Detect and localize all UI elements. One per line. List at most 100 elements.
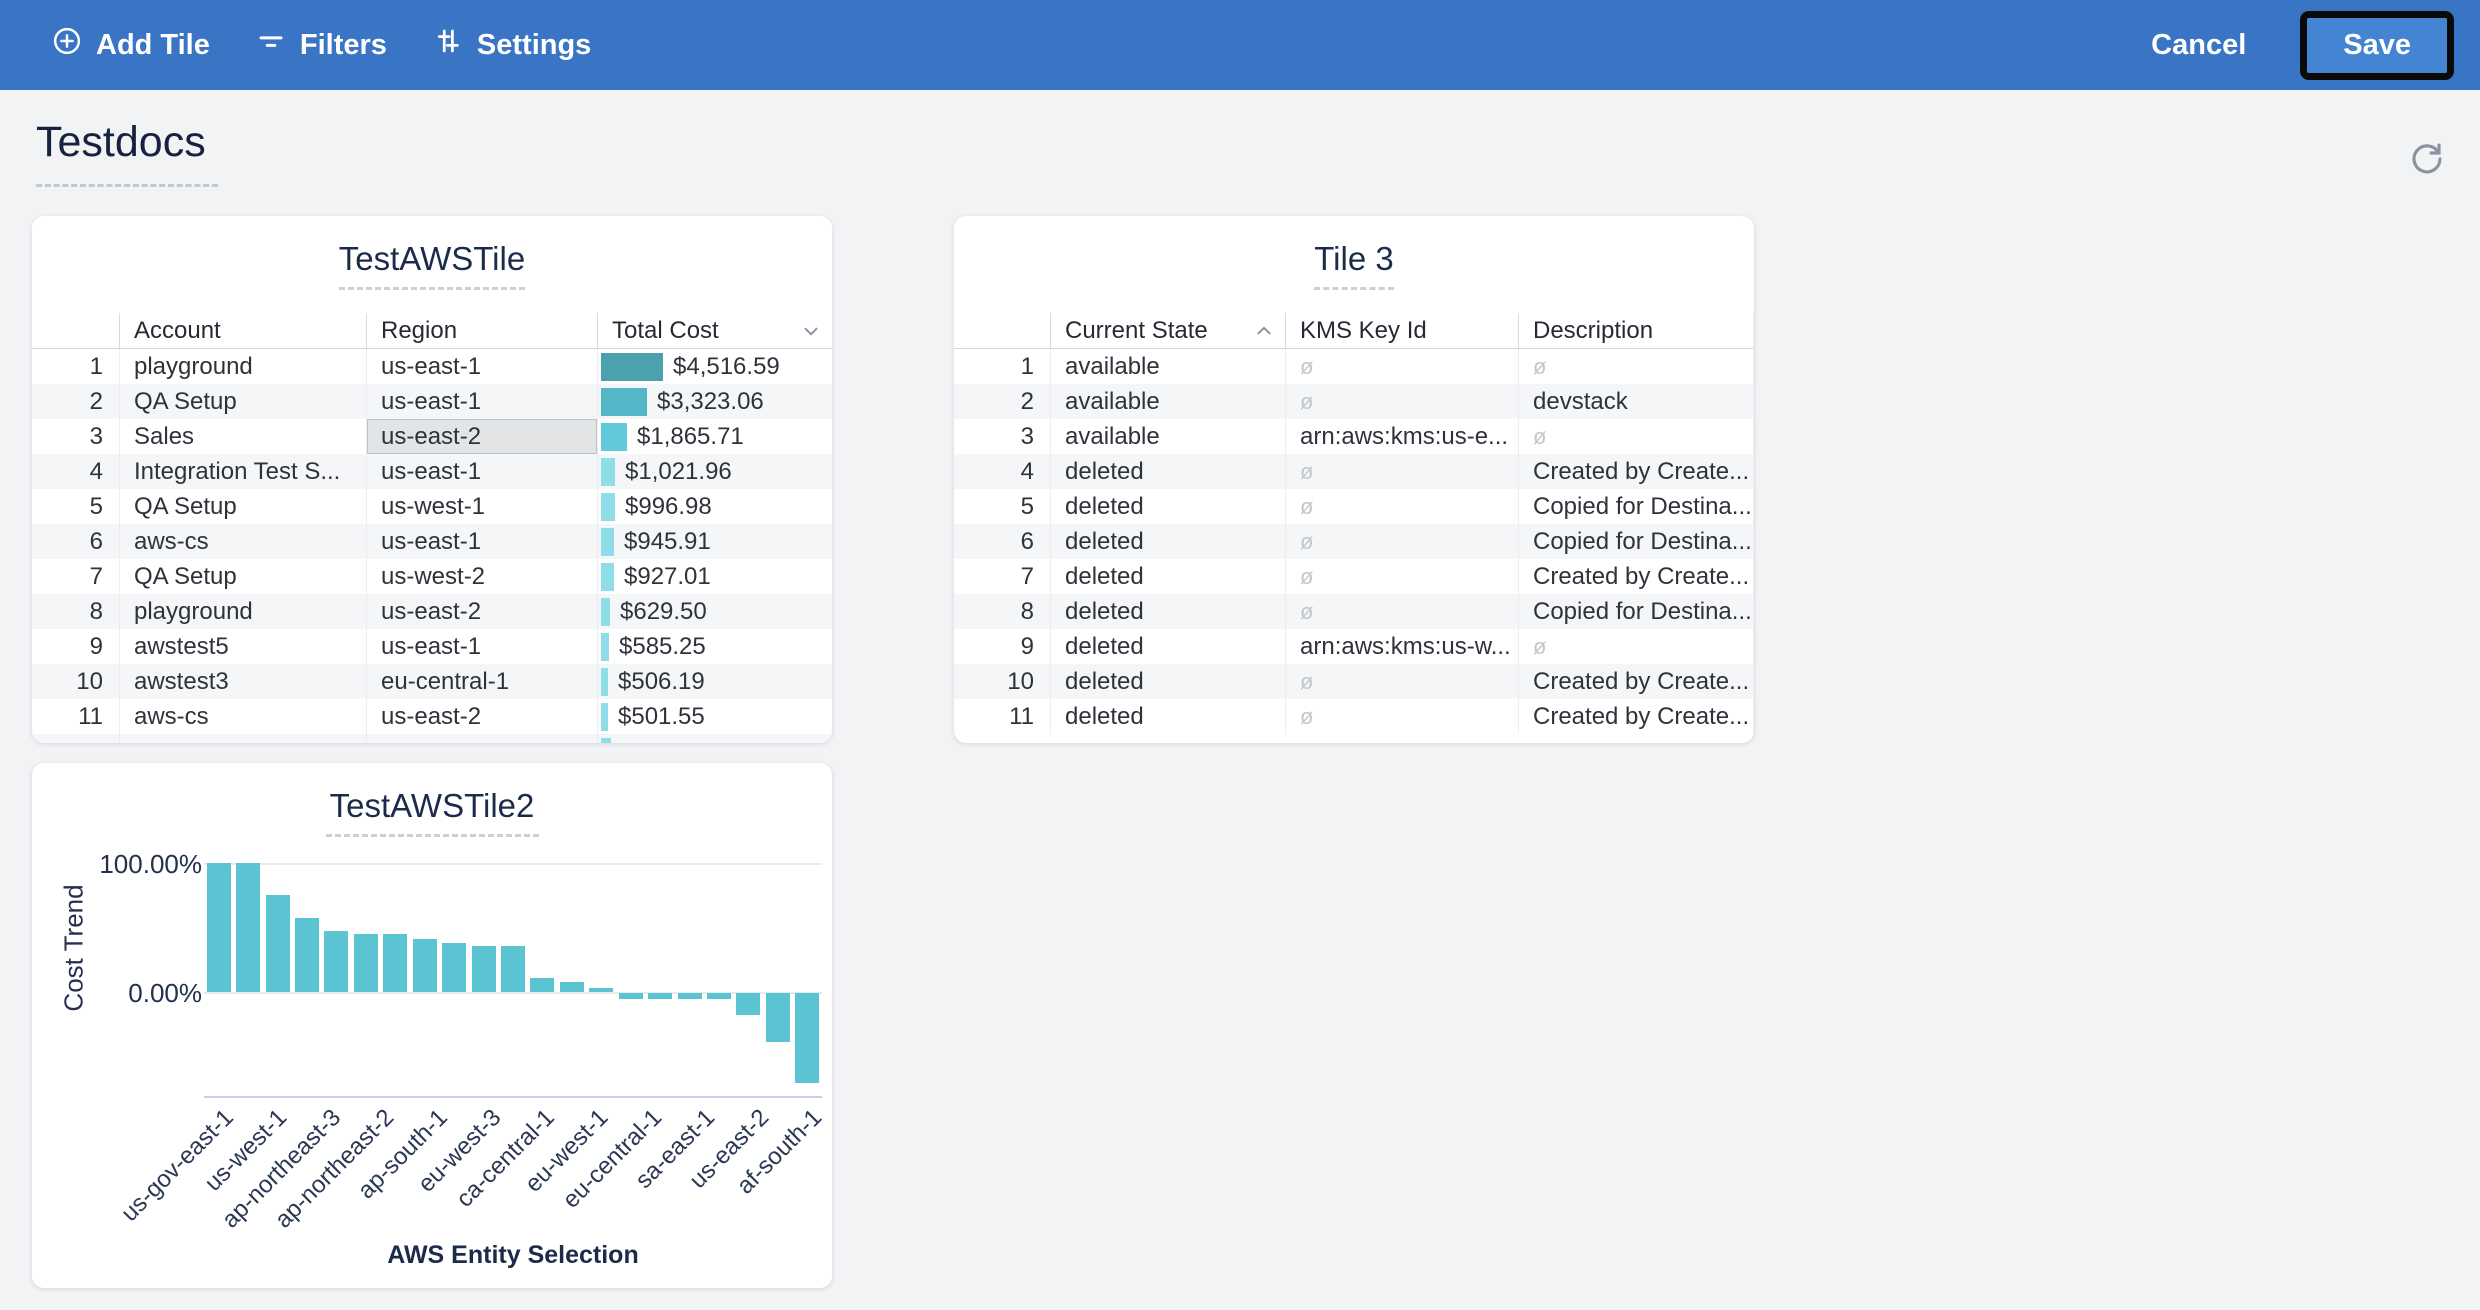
table-cell-account[interactable]: playground (119, 594, 366, 629)
chart-bar[interactable] (501, 945, 525, 992)
add-tile-button[interactable]: Add Tile (52, 26, 210, 64)
chart-bar[interactable] (736, 993, 761, 1015)
chart-bar[interactable] (383, 933, 408, 992)
table-cell-description[interactable]: Copied for Destina... (1518, 524, 1754, 559)
table-cell-account[interactable]: QA Setup (119, 559, 366, 594)
chevron-up-icon[interactable] (1253, 320, 1275, 349)
table-cell-region[interactable]: us-west-1 (366, 489, 597, 524)
chart-bar[interactable] (353, 933, 378, 992)
table-cell-region[interactable]: us-east-1 (366, 384, 597, 419)
table-cell-region[interactable]: us-east-1 (366, 524, 597, 559)
table-cell-region[interactable]: us-east-1 (366, 454, 597, 489)
table-cell-total_cost[interactable]: $506.19 (597, 664, 832, 699)
table-cell-kms_key_id[interactable]: ø (1285, 489, 1518, 524)
chart-bar[interactable] (530, 977, 555, 992)
table-cell-region[interactable]: us-east-2 (366, 419, 597, 454)
refresh-button[interactable] (2408, 140, 2446, 178)
table-cell-kms_key_id[interactable]: ø (1285, 699, 1518, 734)
table-cell-total_cost[interactable]: $927.01 (597, 559, 832, 594)
chart-bar[interactable] (412, 939, 437, 992)
table-cell-description[interactable]: Copied for Destina... (1518, 594, 1754, 629)
save-button[interactable]: Save (2307, 17, 2447, 73)
chart-bar[interactable] (618, 993, 643, 1000)
table-cell-total_cost[interactable]: $996.98 (597, 489, 832, 524)
table-cell-total_cost[interactable]: $1,021.96 (597, 454, 832, 489)
table-cell-current_state[interactable]: deleted (1050, 454, 1285, 489)
settings-button[interactable]: Settings (433, 26, 591, 64)
chart-bar[interactable] (295, 918, 319, 992)
table-cell-region[interactable]: eu-central-1 (366, 664, 597, 699)
table-cell-account[interactable]: Integration Test S... (119, 454, 366, 489)
table-cell-region[interactable]: us-west-2 (366, 559, 597, 594)
table-cell-description[interactable]: Created by Create... (1518, 454, 1754, 489)
table-cell-region[interactable]: us-east-2 (366, 594, 597, 629)
chart-bar[interactable] (677, 993, 702, 1000)
chart-bar[interactable] (559, 981, 584, 992)
table-cell-kms_key_id[interactable]: ø (1285, 594, 1518, 629)
column-header-kms_key_id[interactable]: KMS Key Id (1285, 313, 1518, 348)
tile-title[interactable]: TestAWSTile (338, 240, 526, 277)
page-title[interactable]: Testdocs (36, 118, 206, 166)
table-cell-description[interactable]: Created by Create... (1518, 664, 1754, 699)
table-cell-kms_key_id[interactable]: ø (1285, 384, 1518, 419)
table-cell-account[interactable]: awstest5 (119, 629, 366, 664)
table-cell-current_state[interactable]: deleted (1050, 559, 1285, 594)
cancel-button[interactable]: Cancel (2145, 28, 2252, 63)
table-cell-account[interactable]: aws-cs (119, 699, 366, 734)
table-cell-current_state[interactable]: deleted (1050, 524, 1285, 559)
table-cell-account[interactable]: aws-cs (119, 524, 366, 559)
chart-bar[interactable] (236, 863, 261, 992)
table-cell-total_cost[interactable]: $945.91 (597, 524, 832, 559)
column-header-account[interactable]: Account (119, 313, 366, 348)
table-cell-region[interactable]: us-east-1 (366, 629, 597, 664)
table-cell-kms_key_id[interactable]: arn:aws:kms:us-w... (1285, 629, 1518, 664)
chart-bar[interactable] (442, 942, 467, 992)
chart-bar[interactable] (206, 863, 231, 992)
chart-bar[interactable] (707, 993, 731, 1000)
table-cell-total_cost[interactable]: $501.55 (597, 699, 832, 734)
table-cell-kms_key_id[interactable]: ø (1285, 559, 1518, 594)
table-cell-account[interactable]: awstest3 (119, 664, 366, 699)
table-cell-current_state[interactable]: deleted (1050, 489, 1285, 524)
table-cell-description[interactable]: Created by Create... (1518, 559, 1754, 594)
table-cell-total_cost[interactable]: $585.25 (597, 629, 832, 664)
table-cell-total_cost[interactable]: $4,516.59 (597, 349, 832, 384)
table-cell-kms_key_id[interactable]: ø (1285, 349, 1518, 384)
table-cell-account[interactable]: playground (119, 349, 366, 384)
column-header-description[interactable]: Description (1518, 313, 1754, 348)
table-cell-description[interactable]: Copied for Destina... (1518, 489, 1754, 524)
chart-bar[interactable] (648, 993, 673, 1000)
chart-title[interactable]: TestAWSTile2 (329, 787, 535, 824)
chart-bar[interactable] (324, 931, 349, 992)
chart-bar[interactable] (589, 988, 614, 992)
table-cell-kms_key_id[interactable]: ø (1285, 454, 1518, 489)
table-cell-total_cost[interactable]: $1,865.71 (597, 419, 832, 454)
chart-bar[interactable] (471, 945, 496, 992)
tile-title[interactable]: Tile 3 (1314, 240, 1394, 277)
table-cell-kms_key_id[interactable]: ø (1285, 524, 1518, 559)
table-cell-current_state[interactable]: deleted (1050, 664, 1285, 699)
table-cell-current_state[interactable]: deleted (1050, 594, 1285, 629)
column-header-total_cost[interactable]: Total Cost (597, 313, 832, 348)
chart-bar[interactable] (795, 993, 820, 1084)
table-cell-region[interactable]: us-east-1 (366, 349, 597, 384)
table-cell-description[interactable]: Created by Create... (1518, 699, 1754, 734)
table-cell-description[interactable]: devstack (1518, 384, 1754, 419)
table-cell-account[interactable]: QA Setup (119, 384, 366, 419)
table-cell-region[interactable]: us-east-2 (366, 699, 597, 734)
column-header-current_state[interactable]: Current State (1050, 313, 1285, 348)
table-cell-total_cost[interactable]: $629.50 (597, 594, 832, 629)
column-header-region[interactable]: Region (366, 313, 597, 348)
table-cell-account[interactable]: QA Setup (119, 489, 366, 524)
table-cell-description[interactable]: ø (1518, 629, 1754, 664)
table-cell-current_state[interactable]: available (1050, 349, 1285, 384)
table-cell-current_state[interactable]: available (1050, 384, 1285, 419)
table-cell-description[interactable]: ø (1518, 349, 1754, 384)
table-cell-current_state[interactable]: deleted (1050, 699, 1285, 734)
table-cell-current_state[interactable]: available (1050, 419, 1285, 454)
filters-button[interactable]: Filters (256, 26, 387, 64)
table-cell-kms_key_id[interactable]: ø (1285, 664, 1518, 699)
chevron-down-icon[interactable] (800, 320, 822, 349)
table-cell-description[interactable]: ø (1518, 419, 1754, 454)
table-cell-total_cost[interactable]: $3,323.06 (597, 384, 832, 419)
